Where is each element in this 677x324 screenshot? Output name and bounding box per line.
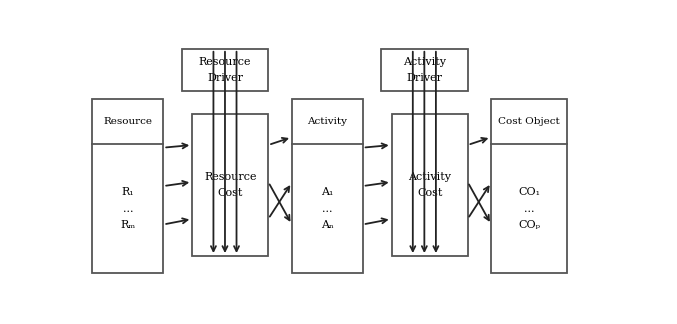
Text: R₁
...
Rₘ: R₁ ... Rₘ	[121, 187, 135, 230]
Text: Resource: Resource	[104, 117, 152, 126]
Text: Activity
Cost: Activity Cost	[408, 172, 451, 198]
Bar	[192, 114, 268, 256]
Text: Cost Object: Cost Object	[498, 117, 560, 126]
Bar	[391, 114, 468, 256]
Bar	[492, 99, 567, 273]
Text: A₁
...
Aₙ: A₁ ... Aₙ	[321, 187, 334, 230]
Bar	[381, 49, 468, 91]
Text: Activity: Activity	[307, 117, 347, 126]
Text: Resource
Driver: Resource Driver	[199, 57, 251, 83]
Text: CO₁
...
COₚ: CO₁ ... COₚ	[519, 187, 540, 230]
Text: Activity
Driver: Activity Driver	[403, 57, 446, 83]
Bar	[181, 49, 268, 91]
Bar	[292, 99, 363, 273]
Text: Resource
Cost: Resource Cost	[204, 172, 257, 198]
Bar	[93, 99, 163, 273]
